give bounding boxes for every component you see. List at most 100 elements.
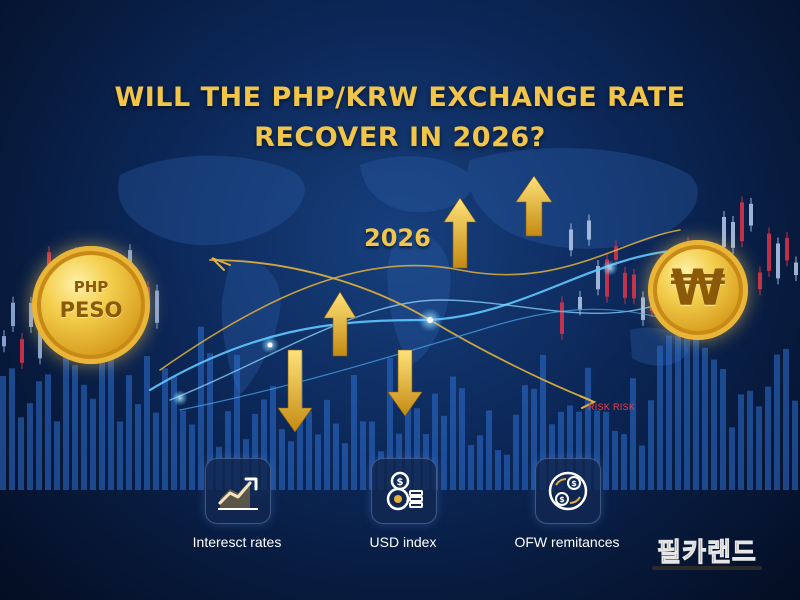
candlestick-body [614, 246, 618, 260]
arrow-up-icon [323, 291, 357, 357]
watermark-underline [652, 566, 762, 570]
background-bar [648, 400, 654, 490]
background-bar [270, 386, 276, 490]
background-bar [180, 410, 186, 490]
candlestick-body [578, 296, 582, 310]
background-bar [387, 358, 393, 490]
candlestick-body [749, 203, 753, 226]
background-bar [612, 430, 618, 490]
coins-dollar-icon: $ [386, 471, 423, 511]
glow-points [172, 260, 618, 406]
background-bar [189, 424, 195, 490]
background-bar [288, 441, 294, 490]
background-bar [99, 344, 105, 490]
php-peso-coin: PHP PESO [32, 246, 150, 364]
candlestick-body [29, 302, 33, 327]
headline-line-2: RECOVER IN 2026? [254, 122, 546, 153]
arrow-down-icon [277, 349, 313, 433]
background-bar [513, 414, 519, 490]
background-bar [252, 413, 258, 490]
risk-label: RISK RISK [588, 402, 636, 412]
candlestick-body [776, 243, 780, 279]
background-bar [126, 375, 132, 490]
candlestick-body [785, 237, 789, 261]
background-bar [765, 386, 771, 490]
background-bar [747, 390, 753, 490]
background-bar [36, 381, 42, 490]
php-coin-label-bottom: PESO [59, 298, 123, 322]
gold-arrows [277, 175, 553, 433]
background-bar [576, 411, 582, 490]
background-bar [369, 421, 375, 490]
php-coin-label-top: PHP [73, 278, 109, 296]
background-bar [792, 400, 798, 490]
background-bar [459, 388, 465, 490]
factor-label-usd-index: USD index [369, 534, 437, 550]
candlestick-body [767, 233, 771, 271]
background-bar [225, 411, 231, 490]
svg-text:$: $ [397, 477, 404, 488]
background-bar [702, 347, 708, 490]
candlestick-body [740, 202, 744, 242]
background-bar [18, 417, 24, 490]
rising-chart-icon [218, 477, 258, 510]
background-bar [738, 394, 744, 490]
candlestick-body [20, 339, 24, 363]
background-bar [333, 423, 339, 490]
headline: WILL THE PHP/KRW EXCHANGE RATE RECOVER I… [0, 78, 800, 158]
background-bar [45, 374, 51, 490]
background-bar [207, 353, 213, 490]
background-bar [315, 434, 321, 490]
background-bar [486, 410, 492, 490]
candlestick-body [758, 272, 762, 290]
watermark-text: 필카랜드 [657, 538, 757, 569]
background-bar [171, 376, 177, 490]
svg-text:$: $ [571, 479, 577, 488]
background-bar [198, 326, 204, 490]
candlestick-body [794, 262, 798, 276]
background-bar [774, 354, 780, 490]
background-bar [729, 427, 735, 490]
background-bar [549, 424, 555, 490]
background-bar [594, 410, 600, 490]
background-bar [666, 335, 672, 490]
background-bar [342, 443, 348, 490]
background-bar [585, 367, 591, 490]
background-bar [504, 454, 510, 490]
background-bar [279, 429, 285, 490]
candlestick-body [569, 229, 573, 251]
background-bar [522, 385, 528, 490]
background-bar [306, 410, 312, 490]
background-bar [108, 357, 114, 490]
candlestick-body [731, 222, 735, 248]
headline-line-1: WILL THE PHP/KRW EXCHANGE RATE [114, 82, 686, 113]
background-bar [531, 388, 537, 490]
candlestick-body [11, 302, 15, 326]
world-map [118, 148, 698, 395]
background-bar [711, 359, 717, 490]
background-bar [261, 399, 267, 490]
background-bar [63, 333, 69, 490]
background-bar [657, 345, 663, 490]
arrow-down-icon [387, 349, 423, 417]
background-bar [0, 376, 6, 490]
candlestick-body [155, 290, 159, 323]
background-bar [495, 450, 501, 490]
arrow-up-icon [515, 175, 553, 237]
candlestick-body [587, 220, 591, 240]
background-bar [639, 445, 645, 490]
background-bar [450, 376, 456, 490]
background-bar [54, 421, 60, 490]
background-bar [351, 374, 357, 490]
background-bar [135, 404, 141, 490]
arrow-up-icon [443, 197, 477, 269]
remittances-icon-tile: $ $ [535, 458, 601, 524]
background-bar [153, 412, 159, 490]
background-bar [117, 421, 123, 490]
background-bar [603, 411, 609, 490]
background-bar [414, 408, 420, 490]
background-bar [468, 445, 474, 490]
won-symbol: ₩ [670, 259, 726, 317]
